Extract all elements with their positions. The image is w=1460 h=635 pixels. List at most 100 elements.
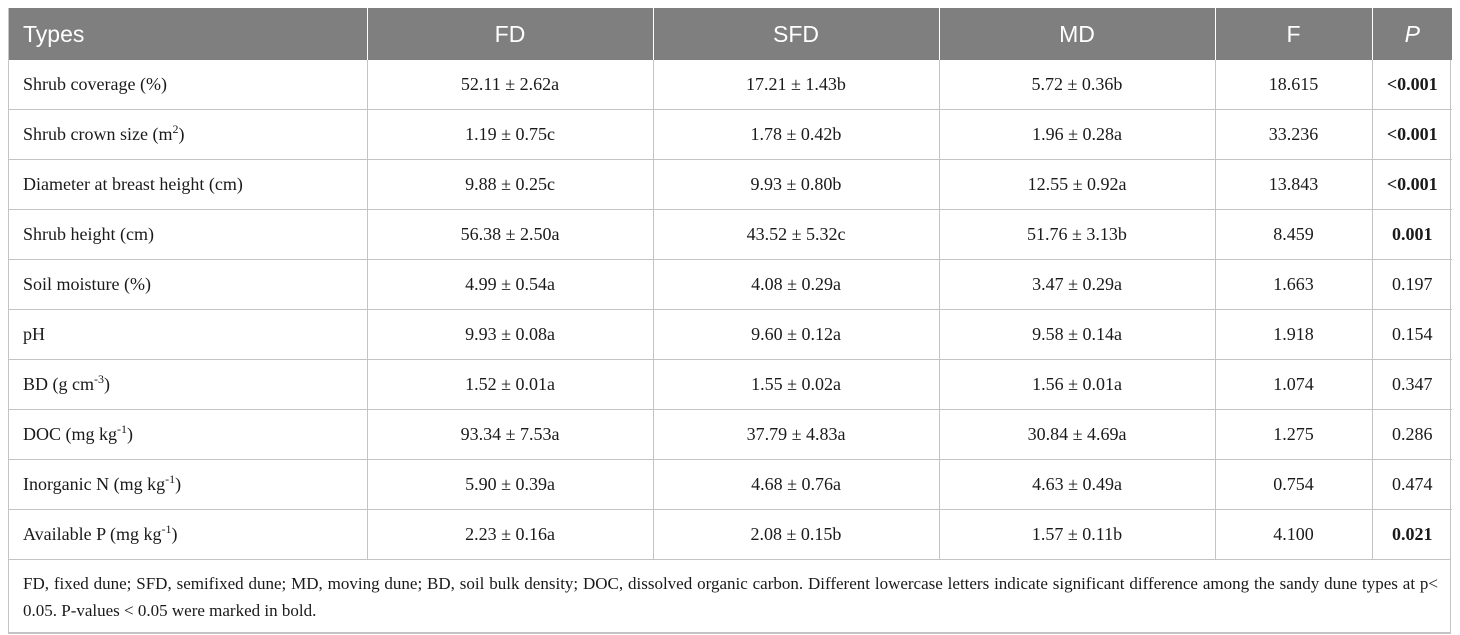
- row-label-text: Shrub coverage (%): [23, 74, 167, 94]
- row-label-superscript: -1: [117, 422, 127, 436]
- cell-md: 4.63 ± 0.49a: [939, 459, 1216, 510]
- cell-f: 8.459: [1215, 209, 1373, 260]
- row-label: Shrub height (cm): [9, 209, 368, 260]
- table-row: DOC (mg kg-1) 93.34 ± 7.53a 37.79 ± 4.83a 3…: [9, 409, 1452, 460]
- cell-md: 1.96 ± 0.28a: [939, 109, 1216, 160]
- row-label: Inorganic N (mg kg-1): [9, 459, 368, 510]
- row-label-text: Available P (mg kg: [23, 524, 162, 544]
- table-row: BD (g cm-3) 1.52 ± 0.01a 1.55 ± 0.02a 1.56 …: [9, 359, 1452, 410]
- row-label-text: Shrub crown size (m: [23, 124, 173, 144]
- header-md: MD: [939, 8, 1216, 60]
- data-table: Types FD SFD MD F P Shrub coverage (%) 52…: [9, 8, 1452, 559]
- row-label-suffix: ): [104, 374, 110, 394]
- table-row: Shrub height (cm) 56.38 ± 2.50a 43.52 ± 5.…: [9, 209, 1452, 260]
- row-label: Available P (mg kg-1): [9, 509, 368, 559]
- row-label-text: Shrub height (cm): [23, 224, 154, 244]
- row-label-suffix: ): [178, 124, 185, 144]
- cell-sfd: 1.78 ± 0.42b: [653, 109, 940, 160]
- cell-p: 0.197: [1372, 259, 1452, 310]
- cell-p: 0.021: [1372, 509, 1452, 559]
- cell-p: <0.001: [1372, 109, 1452, 160]
- row-label-superscript: -1: [165, 472, 176, 486]
- cell-p: <0.001: [1386, 74, 1438, 94]
- cell-f: 1.275: [1215, 409, 1373, 460]
- row-label-text: pH: [23, 324, 45, 344]
- cell-fd: 56.38 ± 2.50a: [367, 209, 654, 260]
- table-row: Available P (mg kg-1) 2.23 ± 0.16a 2.08 ± …: [9, 509, 1452, 559]
- table-row: pH 9.93 ± 0.08a 9.60 ± 0.12a 9.58 ± 0.14a 1.…: [9, 309, 1452, 360]
- row-label: Shrub coverage (%): [9, 60, 368, 110]
- cell-p: 0.001: [1372, 209, 1452, 260]
- cell-fd: 1.19 ± 0.75c: [367, 109, 654, 160]
- header-fd: FD: [367, 8, 654, 60]
- cell-f: 4.100: [1215, 509, 1373, 559]
- cell-md: 3.47 ± 0.29a: [939, 259, 1216, 310]
- table-row: Inorganic N (mg kg-1) 5.90 ± 0.39a 4.68 ± …: [9, 459, 1452, 510]
- row-label: BD (g cm-3): [9, 359, 368, 410]
- cell-f: 13.843: [1215, 159, 1373, 210]
- cell-f: 1.074: [1215, 359, 1373, 410]
- header-p: P: [1372, 8, 1452, 60]
- table-row: Soil moisture (%) 4.99 ± 0.54a 4.08 ± 0.29…: [9, 259, 1452, 310]
- cell-f: 0.754: [1215, 459, 1373, 510]
- row-label-superscript: -3: [94, 372, 104, 386]
- header-types: Types: [9, 8, 368, 60]
- row-label: Diameter at breast height (cm): [9, 159, 368, 210]
- cell-md: 5.72 ± 0.36b: [939, 60, 1216, 110]
- cell-p: <0.001: [1372, 159, 1452, 210]
- row-label-suffix: ): [171, 524, 178, 544]
- row-label-superscript: 2: [172, 122, 179, 136]
- header-f: F: [1215, 8, 1373, 60]
- cell-md: 1.56 ± 0.01a: [939, 359, 1216, 410]
- cell-fd: 52.11 ± 2.62a: [367, 60, 654, 110]
- cell-sfd: 4.08 ± 0.29a: [653, 259, 940, 310]
- data-table-container: Types FD SFD MD F P Shrub coverage (%) 52…: [8, 8, 1452, 634]
- cell-sfd: 1.55 ± 0.02a: [653, 359, 940, 410]
- cell-sfd: 37.79 ± 4.83a: [653, 409, 940, 460]
- table-body: Shrub coverage (%) 52.11 ± 2.62a 17.21 ± 1…: [9, 60, 1452, 559]
- cell-md: 51.76 ± 3.13b: [939, 209, 1216, 260]
- table-row: Shrub coverage (%) 52.11 ± 2.62a 17.21 ± 1…: [9, 60, 1452, 110]
- cell-sfd: 4.68 ± 0.76a: [653, 459, 940, 510]
- cell-p: 0.154: [1372, 309, 1452, 360]
- row-label: Soil moisture (%): [9, 259, 368, 310]
- cell-fd: 2.23 ± 0.16a: [367, 509, 654, 559]
- cell-fd: 93.34 ± 7.53a: [367, 409, 654, 460]
- cell-fd: 4.99 ± 0.54a: [367, 259, 654, 310]
- cell-md: 1.57 ± 0.11b: [939, 509, 1216, 559]
- cell-p: 0.347: [1372, 359, 1452, 410]
- header-sfd: SFD: [653, 8, 940, 60]
- cell-sfd: 9.60 ± 0.12a: [653, 309, 940, 360]
- cell-p: 0.286: [1372, 409, 1452, 460]
- cell-f: 33.236: [1215, 109, 1373, 160]
- row-label-text: Inorganic N (mg kg: [23, 474, 166, 494]
- cell-f: 1.663: [1215, 259, 1373, 310]
- row-label-suffix: ): [127, 424, 133, 444]
- table-frame: Types FD SFD MD F P Shrub coverage (%) 52…: [8, 8, 1452, 634]
- cell-md: 30.84 ± 4.69a: [939, 409, 1216, 460]
- row-label: Shrub crown size (m2): [9, 109, 368, 160]
- row-label-text: Diameter at breast height (cm): [23, 174, 243, 194]
- row-label: pH: [9, 309, 368, 360]
- cell-p: 0.474: [1372, 459, 1452, 510]
- cell-fd: 5.90 ± 0.39a: [367, 459, 654, 510]
- cell-fd: 1.52 ± 0.01a: [367, 359, 654, 410]
- cell-f: 18.615: [1215, 60, 1373, 110]
- table-footnote: FD, fixed dune; SFD, semifixed dune; MD,…: [9, 559, 1450, 633]
- cell-sfd: 9.93 ± 0.80b: [653, 159, 940, 210]
- table-header: Types FD SFD MD F P: [9, 8, 1452, 60]
- row-label-superscript: -1: [161, 522, 172, 536]
- cell-sfd: 17.21 ± 1.43b: [653, 60, 940, 110]
- row-label: DOC (mg kg-1): [9, 409, 368, 460]
- header-row: Types FD SFD MD F P: [9, 8, 1452, 60]
- cell-sfd: 2.08 ± 0.15b: [653, 509, 940, 559]
- cell-fd: 9.88 ± 0.25c: [367, 159, 654, 210]
- row-label-text: BD (g cm: [23, 374, 94, 394]
- row-label-text: Soil moisture (%): [23, 274, 151, 294]
- row-label-text: DOC (mg kg: [23, 424, 117, 444]
- table-row: Diameter at breast height (cm) 9.88 ± 0.2…: [9, 159, 1452, 210]
- row-label-suffix: ): [175, 474, 182, 494]
- table-row: Shrub crown size (m2) 1.19 ± 0.75c 1.78 ± …: [9, 109, 1452, 160]
- cell-f: 1.918: [1215, 309, 1373, 360]
- cell-md: 12.55 ± 0.92a: [939, 159, 1216, 210]
